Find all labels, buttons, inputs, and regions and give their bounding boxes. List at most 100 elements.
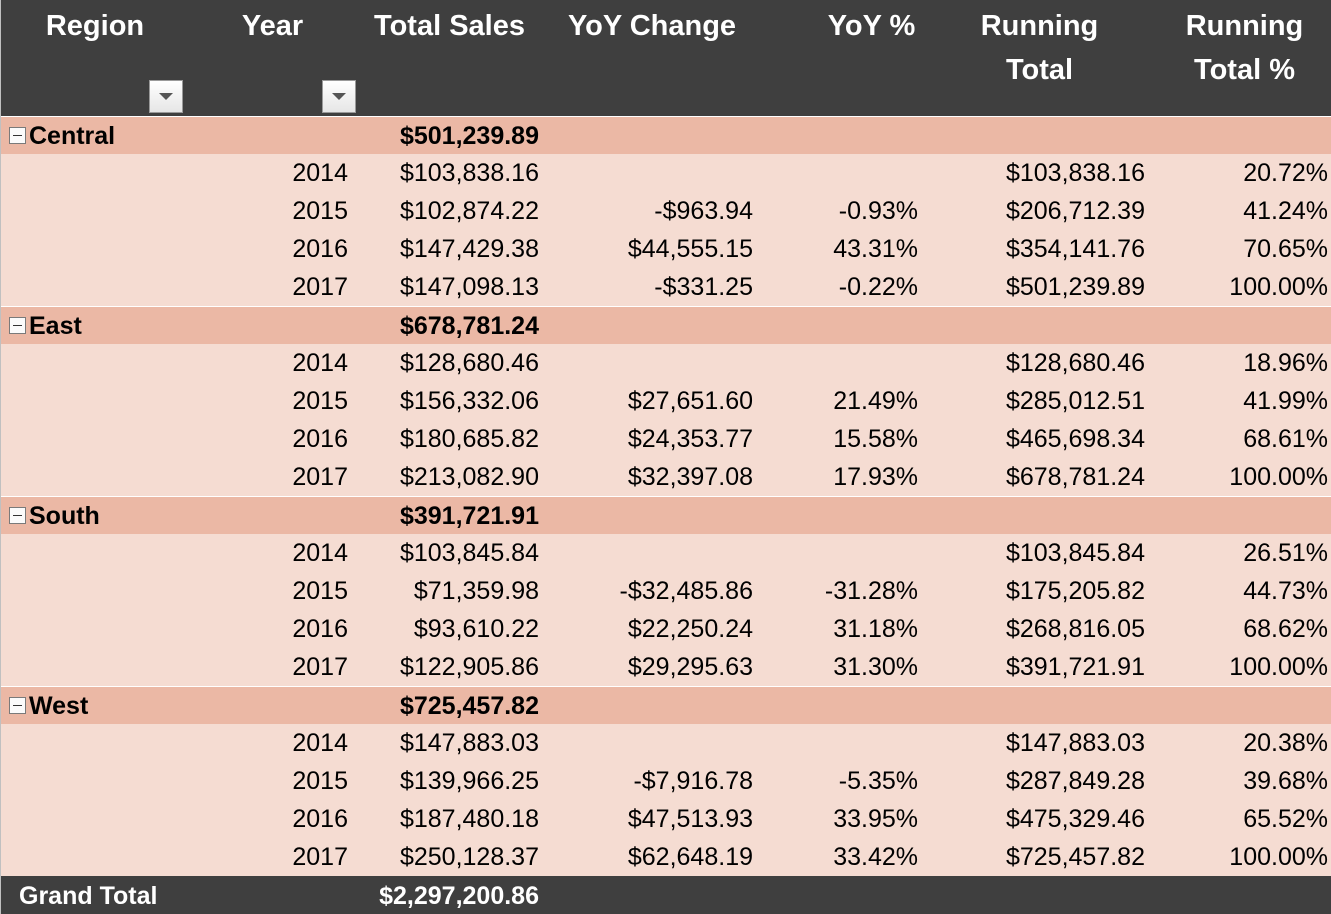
running-pct-cell: 100.00%: [1229, 463, 1328, 491]
table-row: 2017 $147,098.13 -$331.25 -0.22% $501,239.89…: [1, 268, 1331, 306]
group-region-label: East: [29, 312, 82, 340]
running-total-cell: $147,883.03: [1005, 729, 1145, 757]
running-total-cell: $287,849.28: [1005, 767, 1145, 795]
header-running-pct-line2: Total %: [1194, 54, 1295, 86]
yoy-pct-cell: [761, 344, 922, 382]
yoy-pct-cell: -31.28%: [824, 577, 918, 605]
table-row: 2015 $71,359.98 -$32,485.86 -31.28% $175,205…: [1, 572, 1331, 610]
header-total-sales: Total Sales: [374, 10, 525, 42]
running-total-cell: $465,698.34: [1005, 425, 1145, 453]
year-cell: 2014: [292, 349, 348, 377]
running-total-cell: $501,239.89: [1005, 273, 1145, 301]
yoy-pct-cell: 33.42%: [833, 843, 918, 871]
yoy-pct-cell: [761, 154, 922, 192]
running-pct-cell: 26.51%: [1243, 539, 1328, 567]
group-total: $501,239.89: [399, 122, 539, 150]
group-region-cell: Central: [1, 117, 189, 154]
running-pct-cell: 39.68%: [1243, 767, 1328, 795]
sales-cell: $147,429.38: [399, 235, 539, 263]
year-cell: 2016: [292, 805, 348, 833]
running-total-cell: $268,816.05: [1005, 615, 1145, 643]
sales-cell: $102,874.22: [399, 197, 539, 225]
header-yoy-pct: YoY %: [827, 10, 916, 42]
yoy-change-cell: [543, 534, 761, 572]
group-region-label: South: [29, 502, 100, 530]
yoy-pct-cell: -0.22%: [838, 273, 918, 301]
year-cell: 2015: [292, 387, 348, 415]
collapse-icon[interactable]: [9, 507, 26, 525]
table-row: 2016 $147,429.38 $44,555.15 43.31% $354,141.…: [1, 230, 1331, 268]
sales-cell: $156,332.06: [399, 387, 539, 415]
group-total: $725,457.82: [399, 692, 539, 720]
header-running-total-line2: Total: [1005, 54, 1074, 86]
year-cell: 2017: [292, 463, 348, 491]
sales-cell: $71,359.98: [413, 577, 539, 605]
sales-cell: $180,685.82: [399, 425, 539, 453]
table-row: 2014 $103,845.84 $103,845.84 26.51%: [1, 534, 1331, 572]
running-pct-cell: 41.24%: [1243, 197, 1328, 225]
group-total: $391,721.91: [399, 502, 539, 530]
yoy-pct-cell: 33.95%: [833, 805, 918, 833]
running-pct-cell: 68.62%: [1243, 615, 1328, 643]
yoy-change-cell: -$963.94: [654, 197, 753, 225]
yoy-pct-cell: -5.35%: [838, 767, 918, 795]
year-cell: 2016: [292, 425, 348, 453]
grand-total-value: $2,297,200.86: [379, 882, 539, 910]
collapse-icon[interactable]: [9, 127, 26, 145]
chevron-down-icon: [332, 93, 346, 100]
yoy-pct-cell: 15.58%: [833, 425, 918, 453]
collapse-icon[interactable]: [9, 697, 26, 715]
running-total-cell: $175,205.82: [1005, 577, 1145, 605]
yoy-change-cell: -$7,916.78: [633, 767, 753, 795]
yoy-change-cell: $32,397.08: [627, 463, 753, 491]
group-row: West $725,457.82: [1, 686, 1331, 724]
year-cell: 2014: [292, 159, 348, 187]
running-total-cell: $103,838.16: [1005, 159, 1145, 187]
yoy-change-cell: -$331.25: [654, 273, 753, 301]
sales-cell: $147,098.13: [399, 273, 539, 301]
running-total-cell: $678,781.24: [1005, 463, 1145, 491]
yoy-change-cell: $44,555.15: [627, 235, 753, 263]
running-total-cell: $725,457.82: [1005, 843, 1145, 871]
header-running-pct: Running Total %: [1157, 0, 1331, 116]
yoy-pct-cell: 31.30%: [833, 653, 918, 681]
yoy-change-cell: [543, 154, 761, 192]
sales-cell: $122,905.86: [399, 653, 539, 681]
yoy-change-cell: $22,250.24: [627, 615, 753, 643]
running-pct-cell: 100.00%: [1229, 843, 1328, 871]
yoy-change-cell: [543, 344, 761, 382]
group-region-label: West: [29, 692, 89, 720]
year-filter-button[interactable]: [322, 80, 356, 113]
running-pct-cell: 18.96%: [1243, 349, 1328, 377]
header-running-total: Running Total: [922, 0, 1157, 116]
sales-cell: $139,966.25: [399, 767, 539, 795]
sales-cell: $93,610.22: [413, 615, 539, 643]
sales-cell: $128,680.46: [399, 349, 539, 377]
group-region-label: Central: [29, 122, 116, 150]
year-cell: 2017: [292, 843, 348, 871]
collapse-icon[interactable]: [9, 317, 26, 335]
grand-total-row: Grand Total $2,297,200.86: [1, 876, 1331, 914]
running-total-cell: $354,141.76: [1005, 235, 1145, 263]
table-row: 2014 $147,883.03 $147,883.03 20.38%: [1, 724, 1331, 762]
year-cell: 2017: [292, 273, 348, 301]
yoy-pct-cell: 21.49%: [833, 387, 918, 415]
group-row: South $391,721.91: [1, 496, 1331, 534]
table-row: 2016 $180,685.82 $24,353.77 15.58% $465,698.…: [1, 420, 1331, 458]
running-pct-cell: 68.61%: [1243, 425, 1328, 453]
year-cell: 2016: [292, 615, 348, 643]
year-cell: 2016: [292, 235, 348, 263]
running-pct-cell: 44.73%: [1243, 577, 1328, 605]
year-cell: 2014: [292, 539, 348, 567]
yoy-pct-cell: [761, 724, 922, 762]
region-filter-button[interactable]: [149, 80, 183, 113]
yoy-change-cell: $29,295.63: [627, 653, 753, 681]
running-pct-cell: 20.38%: [1243, 729, 1328, 757]
yoy-change-cell: $62,648.19: [627, 843, 753, 871]
sales-cell: $213,082.90: [399, 463, 539, 491]
group-total: $678,781.24: [399, 312, 539, 340]
running-total-cell: $285,012.51: [1005, 387, 1145, 415]
running-pct-cell: 100.00%: [1229, 273, 1328, 301]
yoy-change-cell: -$32,485.86: [619, 577, 753, 605]
table-row: 2016 $93,610.22 $22,250.24 31.18% $268,816.0…: [1, 610, 1331, 648]
